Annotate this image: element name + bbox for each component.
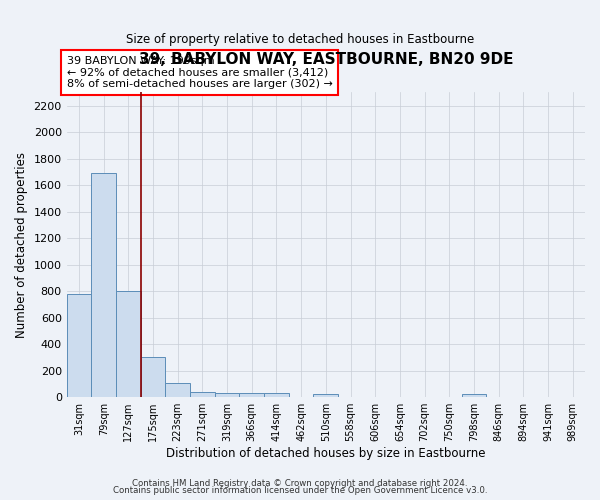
Title: 39, BABYLON WAY, EASTBOURNE, BN20 9DE: 39, BABYLON WAY, EASTBOURNE, BN20 9DE: [139, 52, 513, 68]
Bar: [215, 393, 239, 397]
Bar: [239, 393, 264, 397]
Bar: [190, 392, 215, 397]
Y-axis label: Number of detached properties: Number of detached properties: [15, 152, 28, 338]
Text: Size of property relative to detached houses in Eastbourne: Size of property relative to detached ho…: [126, 32, 474, 46]
Bar: [141, 358, 166, 397]
Bar: [313, 394, 338, 397]
Text: Contains HM Land Registry data © Crown copyright and database right 2024.: Contains HM Land Registry data © Crown c…: [132, 478, 468, 488]
Text: Contains public sector information licensed under the Open Government Licence v3: Contains public sector information licen…: [113, 486, 487, 495]
Bar: [91, 173, 116, 397]
Bar: [166, 382, 190, 397]
Bar: [116, 291, 141, 397]
Bar: [67, 294, 91, 397]
Text: 39 BABYLON WAY: 199sqm
← 92% of detached houses are smaller (3,412)
8% of semi-d: 39 BABYLON WAY: 199sqm ← 92% of detached…: [67, 56, 332, 89]
Bar: [264, 393, 289, 397]
Bar: [461, 394, 486, 397]
X-axis label: Distribution of detached houses by size in Eastbourne: Distribution of detached houses by size …: [166, 447, 485, 460]
